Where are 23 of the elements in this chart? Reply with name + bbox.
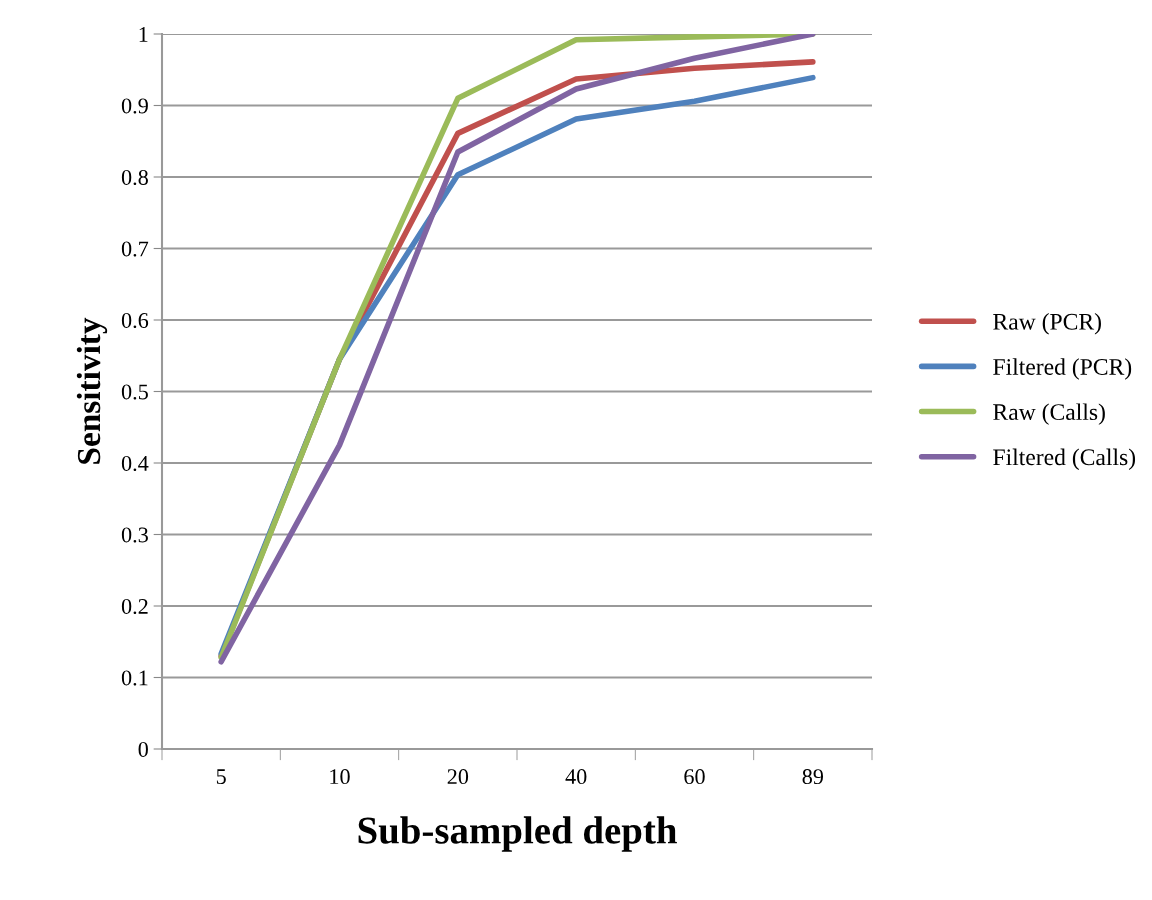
y-tick-label: 0.8: [121, 169, 148, 186]
y-tick-label: 0.1: [121, 670, 148, 686]
x-tick-label: 40: [565, 769, 587, 785]
y-tick-label: 0.7: [121, 241, 149, 257]
y-tick-label: 0.5: [121, 384, 148, 400]
legend-label: Filtered (PCR): [993, 358, 1132, 380]
x-tick-label: 10: [330, 769, 350, 785]
legend-label: Raw (PCR): [993, 313, 1101, 335]
x-axis-title: Sub-sampled depth: [358, 816, 677, 852]
legend-label: Filtered (Calls): [993, 448, 1136, 471]
y-tick-label: 0.4: [121, 455, 149, 472]
y-tick-label: 0.3: [121, 527, 148, 543]
y-tick-label: 0.6: [121, 312, 149, 329]
y-axis-title: Sensitivity: [76, 317, 108, 464]
x-tick-label: 5: [216, 769, 226, 785]
y-tick-label: 0.2: [121, 598, 148, 615]
legend-label: Raw (Calls): [993, 403, 1105, 425]
x-tick-label: 20: [447, 769, 469, 785]
y-tick-label: 0.9: [121, 98, 148, 114]
x-tick-label: 89: [802, 769, 824, 785]
x-tick-label: 60: [684, 769, 705, 785]
y-tick-label: 1: [139, 27, 148, 42]
y-tick-label: 0: [138, 741, 148, 757]
